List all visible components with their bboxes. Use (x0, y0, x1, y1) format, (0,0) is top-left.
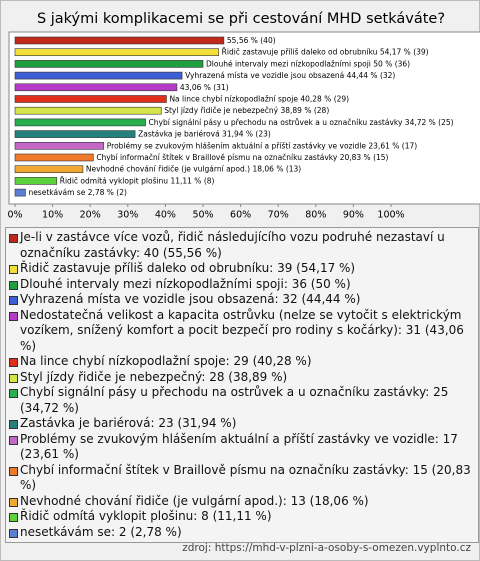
value-label: Styl jízdy řidiče je nebezpečný 38,89 % … (164, 106, 329, 115)
value-label: Nevhodné chování řidiče (je vulgární apo… (86, 165, 301, 174)
x-tick-label: 60% (230, 210, 251, 221)
legend-swatch (9, 528, 18, 538)
legend-label: Styl jízdy řidiče je nebezpečný: 28 (38,… (20, 369, 288, 384)
legend-label: Chybí informační štítek v Braillově písm… (20, 462, 471, 493)
value-label: nesetkávám se 2,78 % (2) (28, 188, 127, 197)
legend-label: Je-li v zastávce více vozů, řidič násled… (20, 230, 445, 260)
value-label: Chybí signální pásy u přechodu na ostrův… (149, 118, 454, 127)
x-tick-label: 30% (117, 210, 138, 221)
value-label: Řidič zastavuje příliš daleko od obrubní… (222, 48, 429, 57)
bar (14, 153, 94, 162)
legend: Je-li v zastávce více vozů, řidič násled… (5, 227, 479, 543)
legend-swatch (9, 265, 18, 274)
bar (14, 177, 58, 185)
legend-item: Dlouhé intervaly mezi nízkopodlažními sp… (8, 277, 476, 293)
bar (14, 95, 167, 103)
legend-swatch (9, 420, 18, 429)
legend-item: Nevhodné chování řidiče (je vulgární apo… (8, 494, 476, 510)
x-tick-label: 50% (192, 210, 213, 221)
x-tick-label: 90% (343, 210, 364, 221)
value-label: Chybí informační štítek v Braillově písm… (96, 153, 388, 162)
x-tick-label: 0% (7, 210, 22, 221)
legend-swatch (9, 389, 18, 398)
legend-swatch (9, 280, 18, 290)
legend-item: Chybí informační štítek v Braillově písm… (8, 463, 476, 494)
x-tick-label: 100% (377, 210, 404, 221)
legend-label: Chybí signální pásy u přechodu na ostrův… (20, 385, 449, 415)
legend-item: Řidič odmítá vyklopit plošinu: 8 (11,11 … (8, 509, 476, 525)
value-label: Řidič odmítá vyklopit plošinu 11,11 % (8… (60, 176, 215, 185)
legend-label: Nedostatečná velikost a kapacita ostrůvk… (20, 307, 464, 353)
legend-label: Řidič odmítá vyklopit plošinu: 8 (11,11 … (20, 509, 272, 523)
bar (14, 48, 219, 57)
legend-label: Vyhrazená místa ve vozidle jsou obsazená… (20, 292, 361, 306)
x-tick-label: 80% (305, 210, 326, 221)
value-label: Zastávka je bariérová 31,94 % (23) (138, 130, 271, 139)
bar (14, 118, 146, 127)
x-tick-label: 70% (268, 210, 289, 221)
legend-item: Řidič zastavuje příliš daleko od obrubní… (8, 261, 476, 277)
legend-label: Zastávka je bariérová: 23 (31,94 %) (20, 416, 237, 430)
bar (14, 71, 183, 80)
legend-label: Nevhodné chování řidiče (je vulgární apo… (20, 493, 369, 508)
value-label: 55,56 % (40) (227, 36, 276, 45)
value-label: 43,06 % (31) (180, 83, 229, 92)
value-label: Dlouhé intervaly mezi nízkopodlažními sp… (206, 59, 410, 68)
bar (14, 188, 26, 197)
bar (14, 106, 162, 115)
legend-swatch (9, 234, 18, 243)
legend-swatch (9, 311, 18, 321)
legend-item: Je-li v zastávce více vozů, řidič násled… (8, 230, 476, 261)
legend-swatch (9, 513, 18, 522)
chart: S jakými komplikacemi se při cestování M… (7, 11, 480, 221)
legend-swatch (9, 466, 18, 476)
legend-item: Problémy se zvukovým hlášením aktuální a… (8, 432, 476, 463)
bar (14, 142, 105, 150)
legend-swatch (9, 435, 18, 445)
bar (14, 130, 136, 138)
bar (14, 36, 225, 45)
legend-swatch (9, 497, 18, 507)
x-tick-label: 10% (42, 210, 63, 221)
x-tick-label: 20% (80, 210, 101, 221)
legend-item: Styl jízdy řidiče je nebezpečný: 28 (38,… (8, 370, 476, 386)
legend-item: Chybí signální pásy u přechodu na ostrův… (8, 385, 476, 416)
value-label: Problémy se zvukovým hlášením aktuální a… (107, 141, 417, 150)
chart-title: S jakými komplikacemi se při cestování M… (37, 11, 445, 27)
legend-swatch (9, 296, 18, 305)
legend-item: Vyhrazená místa ve vozidle jsou obsazená… (8, 292, 476, 308)
legend-item: Zastávka je bariérová: 23 (31,94 %) (8, 416, 476, 432)
legend-item: Na lince chybí nízkopodlažní spoje: 29 (… (8, 354, 476, 370)
legend-label: Na lince chybí nízkopodlažní spoje: 29 (… (20, 354, 312, 368)
x-tick-label: 40% (155, 210, 176, 221)
legend-item: nesetkávám se: 2 (2,78 %) (8, 525, 476, 541)
bar (14, 60, 204, 68)
legend-label: Dlouhé intervaly mezi nízkopodlažními sp… (20, 276, 351, 291)
bar (14, 165, 84, 173)
bar (14, 83, 178, 92)
legend-label: nesetkávám se: 2 (2,78 %) (20, 524, 182, 539)
legend-swatch (9, 373, 18, 383)
legend-item: Nedostatečná velikost a kapacita ostrůvk… (8, 308, 476, 355)
value-label: Vyhrazená místa ve vozidle jsou obsazená… (185, 71, 395, 80)
legend-label: Řidič zastavuje příliš daleko od obrubní… (20, 261, 356, 275)
source: zdroj: https://mhd-v-plzni-a-osoby-s-ome… (182, 542, 471, 554)
value-label: Na lince chybí nízkopodlažní spoje 40,28… (169, 95, 349, 104)
legend-label: Problémy se zvukovým hlášením aktuální a… (20, 431, 458, 462)
legend-swatch (9, 358, 18, 367)
